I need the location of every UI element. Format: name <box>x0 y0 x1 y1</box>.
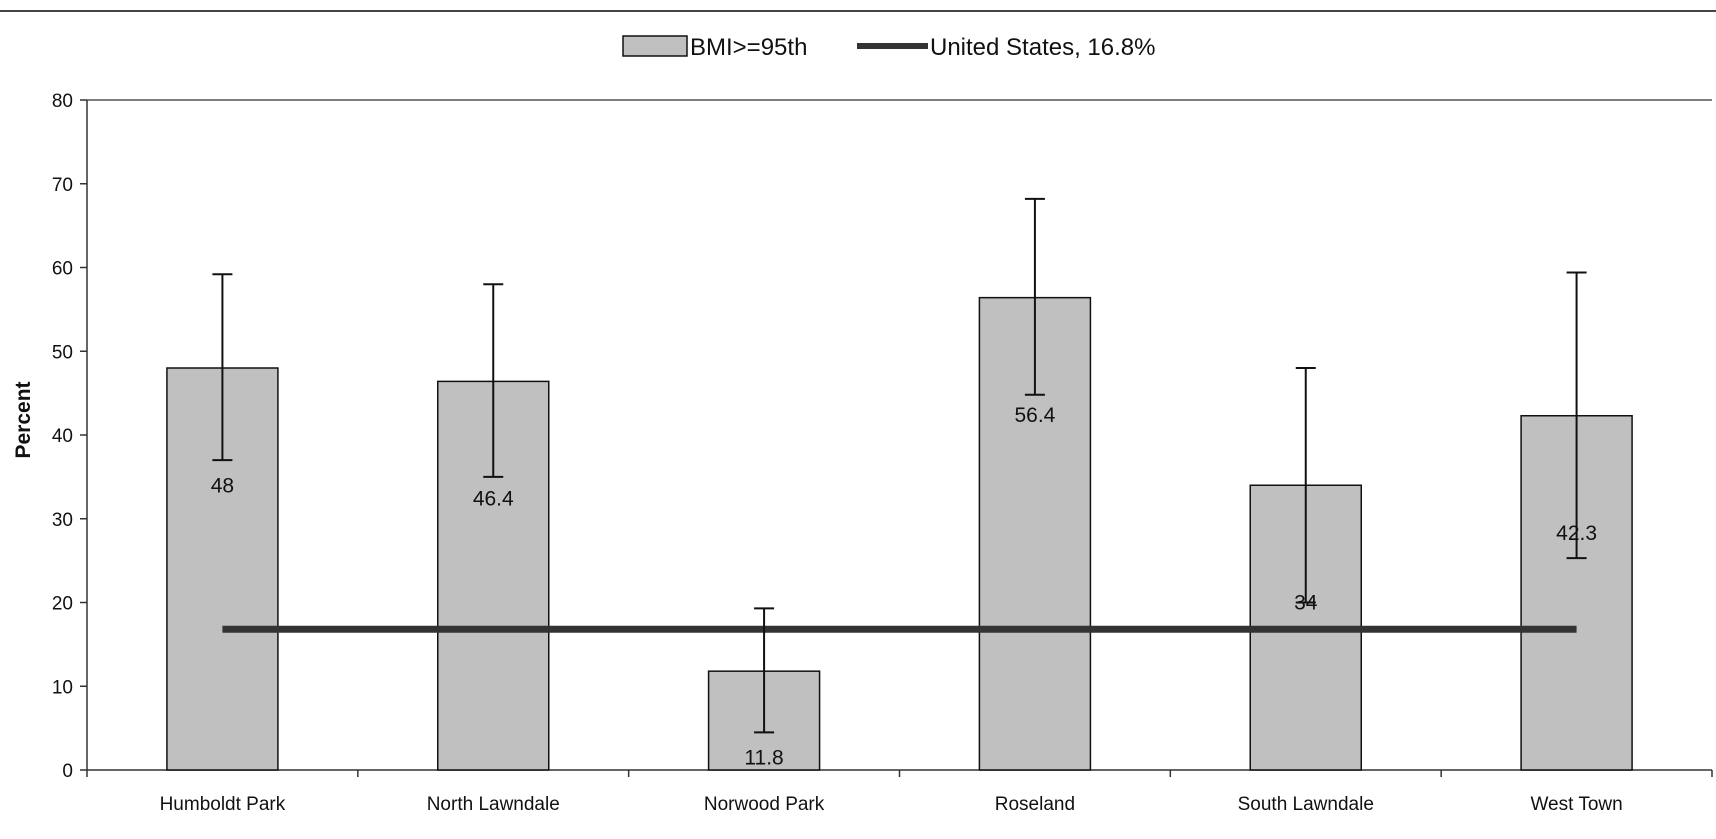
y-tick-label: 70 <box>52 175 73 196</box>
data-label: 11.8 <box>744 746 783 769</box>
bar <box>166 367 279 771</box>
legend-line-label: United States, 16.8% <box>930 34 1155 61</box>
y-tick-label: 80 <box>52 91 73 112</box>
legend-bar-label: BMI>=95th <box>690 34 807 61</box>
legend-bar-swatch <box>622 35 688 57</box>
y-tick-label: 10 <box>52 677 73 698</box>
legend: BMI>=95th United States, 16.8% <box>622 34 1155 61</box>
x-category-label: Roseland <box>995 794 1075 815</box>
x-category-label: North Lawndale <box>427 794 560 815</box>
x-category-label: West Town <box>1530 794 1622 815</box>
bars-group <box>166 296 1633 771</box>
x-category-label: Norwood Park <box>704 794 825 815</box>
x-category-label: South Lawndale <box>1238 794 1374 815</box>
y-tick-label: 0 <box>62 761 73 782</box>
error-bars-group <box>212 197 1587 734</box>
data-label: 56.4 <box>1014 404 1055 427</box>
y-axis: 0 10 20 30 40 50 60 70 80 <box>52 91 1712 782</box>
y-tick-label: 40 <box>52 426 73 447</box>
y-tick-label: 60 <box>52 259 73 280</box>
data-label: 48 <box>211 474 234 497</box>
y-tick-label: 30 <box>52 510 73 531</box>
data-label: 46.4 <box>473 488 514 511</box>
y-tick-label: 50 <box>52 342 73 363</box>
x-axis: Humboldt Park North Lawndale Norwood Park R… <box>86 769 1713 815</box>
y-axis-title: Percent <box>12 381 35 458</box>
y-tick-label: 20 <box>52 594 73 615</box>
x-category-label: Humboldt Park <box>160 794 286 815</box>
